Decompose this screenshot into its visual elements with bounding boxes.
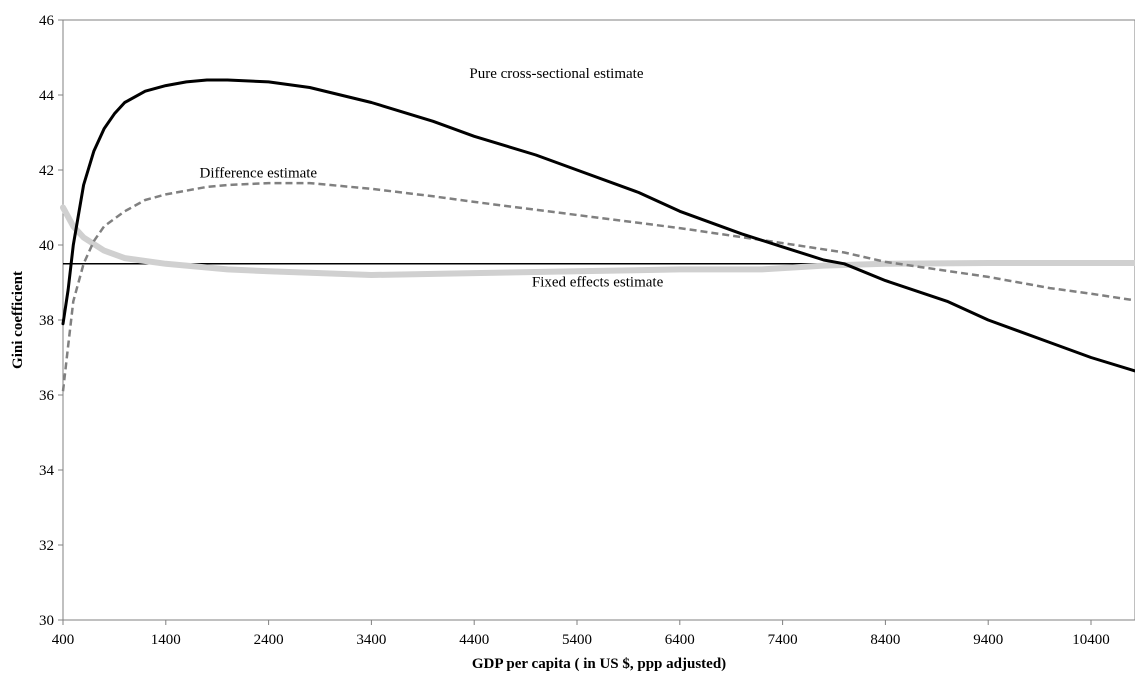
x-tick-label: 9400 <box>973 632 1003 648</box>
plot-area <box>62 19 1135 621</box>
x-tick-label: 3400 <box>356 632 386 648</box>
x-tick-label: 6400 <box>665 632 695 648</box>
series-annotation: Fixed effects estimate <box>532 274 664 290</box>
y-tick-label: 34 <box>39 463 55 479</box>
x-tick-label: 1400 <box>151 632 181 648</box>
x-axis-title: GDP per capita ( in US $, ppp adjusted) <box>472 656 726 672</box>
series-annotation: Pure cross-sectional estimate <box>469 66 643 82</box>
series-layer <box>60 78 1135 392</box>
x-tick-label: 2400 <box>254 632 284 648</box>
y-tick-label: 32 <box>39 538 54 554</box>
x-tick-label: 4400 <box>459 632 489 648</box>
series-line <box>61 181 1135 392</box>
x-tick-label: 5400 <box>562 632 592 648</box>
series-annotation: Difference estimate <box>200 166 318 182</box>
x-tick-label: 7400 <box>768 632 798 648</box>
x-axis: 400 1400 2400 3400 4400 5400 6400 7400 8400 9400 1… <box>52 620 1110 648</box>
x-tick-label: 400 <box>52 632 75 648</box>
y-tick-label: 46 <box>39 13 55 29</box>
x-tick-label: 10400 <box>1072 632 1110 648</box>
y-axis-title: Gini coefficient <box>10 271 26 369</box>
y-tick-label: 42 <box>39 163 54 179</box>
annotations: Pure cross-sectional estimate Difference … <box>200 66 664 290</box>
y-tick-label: 40 <box>39 238 54 254</box>
series-line <box>61 78 1135 373</box>
y-axis: 30 32 34 36 38 40 42 44 46 <box>39 13 63 629</box>
x-tick-label: 8400 <box>870 632 900 648</box>
y-tick-label: 30 <box>39 613 54 629</box>
y-tick-label: 44 <box>39 88 55 104</box>
y-tick-label: 36 <box>39 388 55 404</box>
y-tick-label: 38 <box>39 313 54 329</box>
